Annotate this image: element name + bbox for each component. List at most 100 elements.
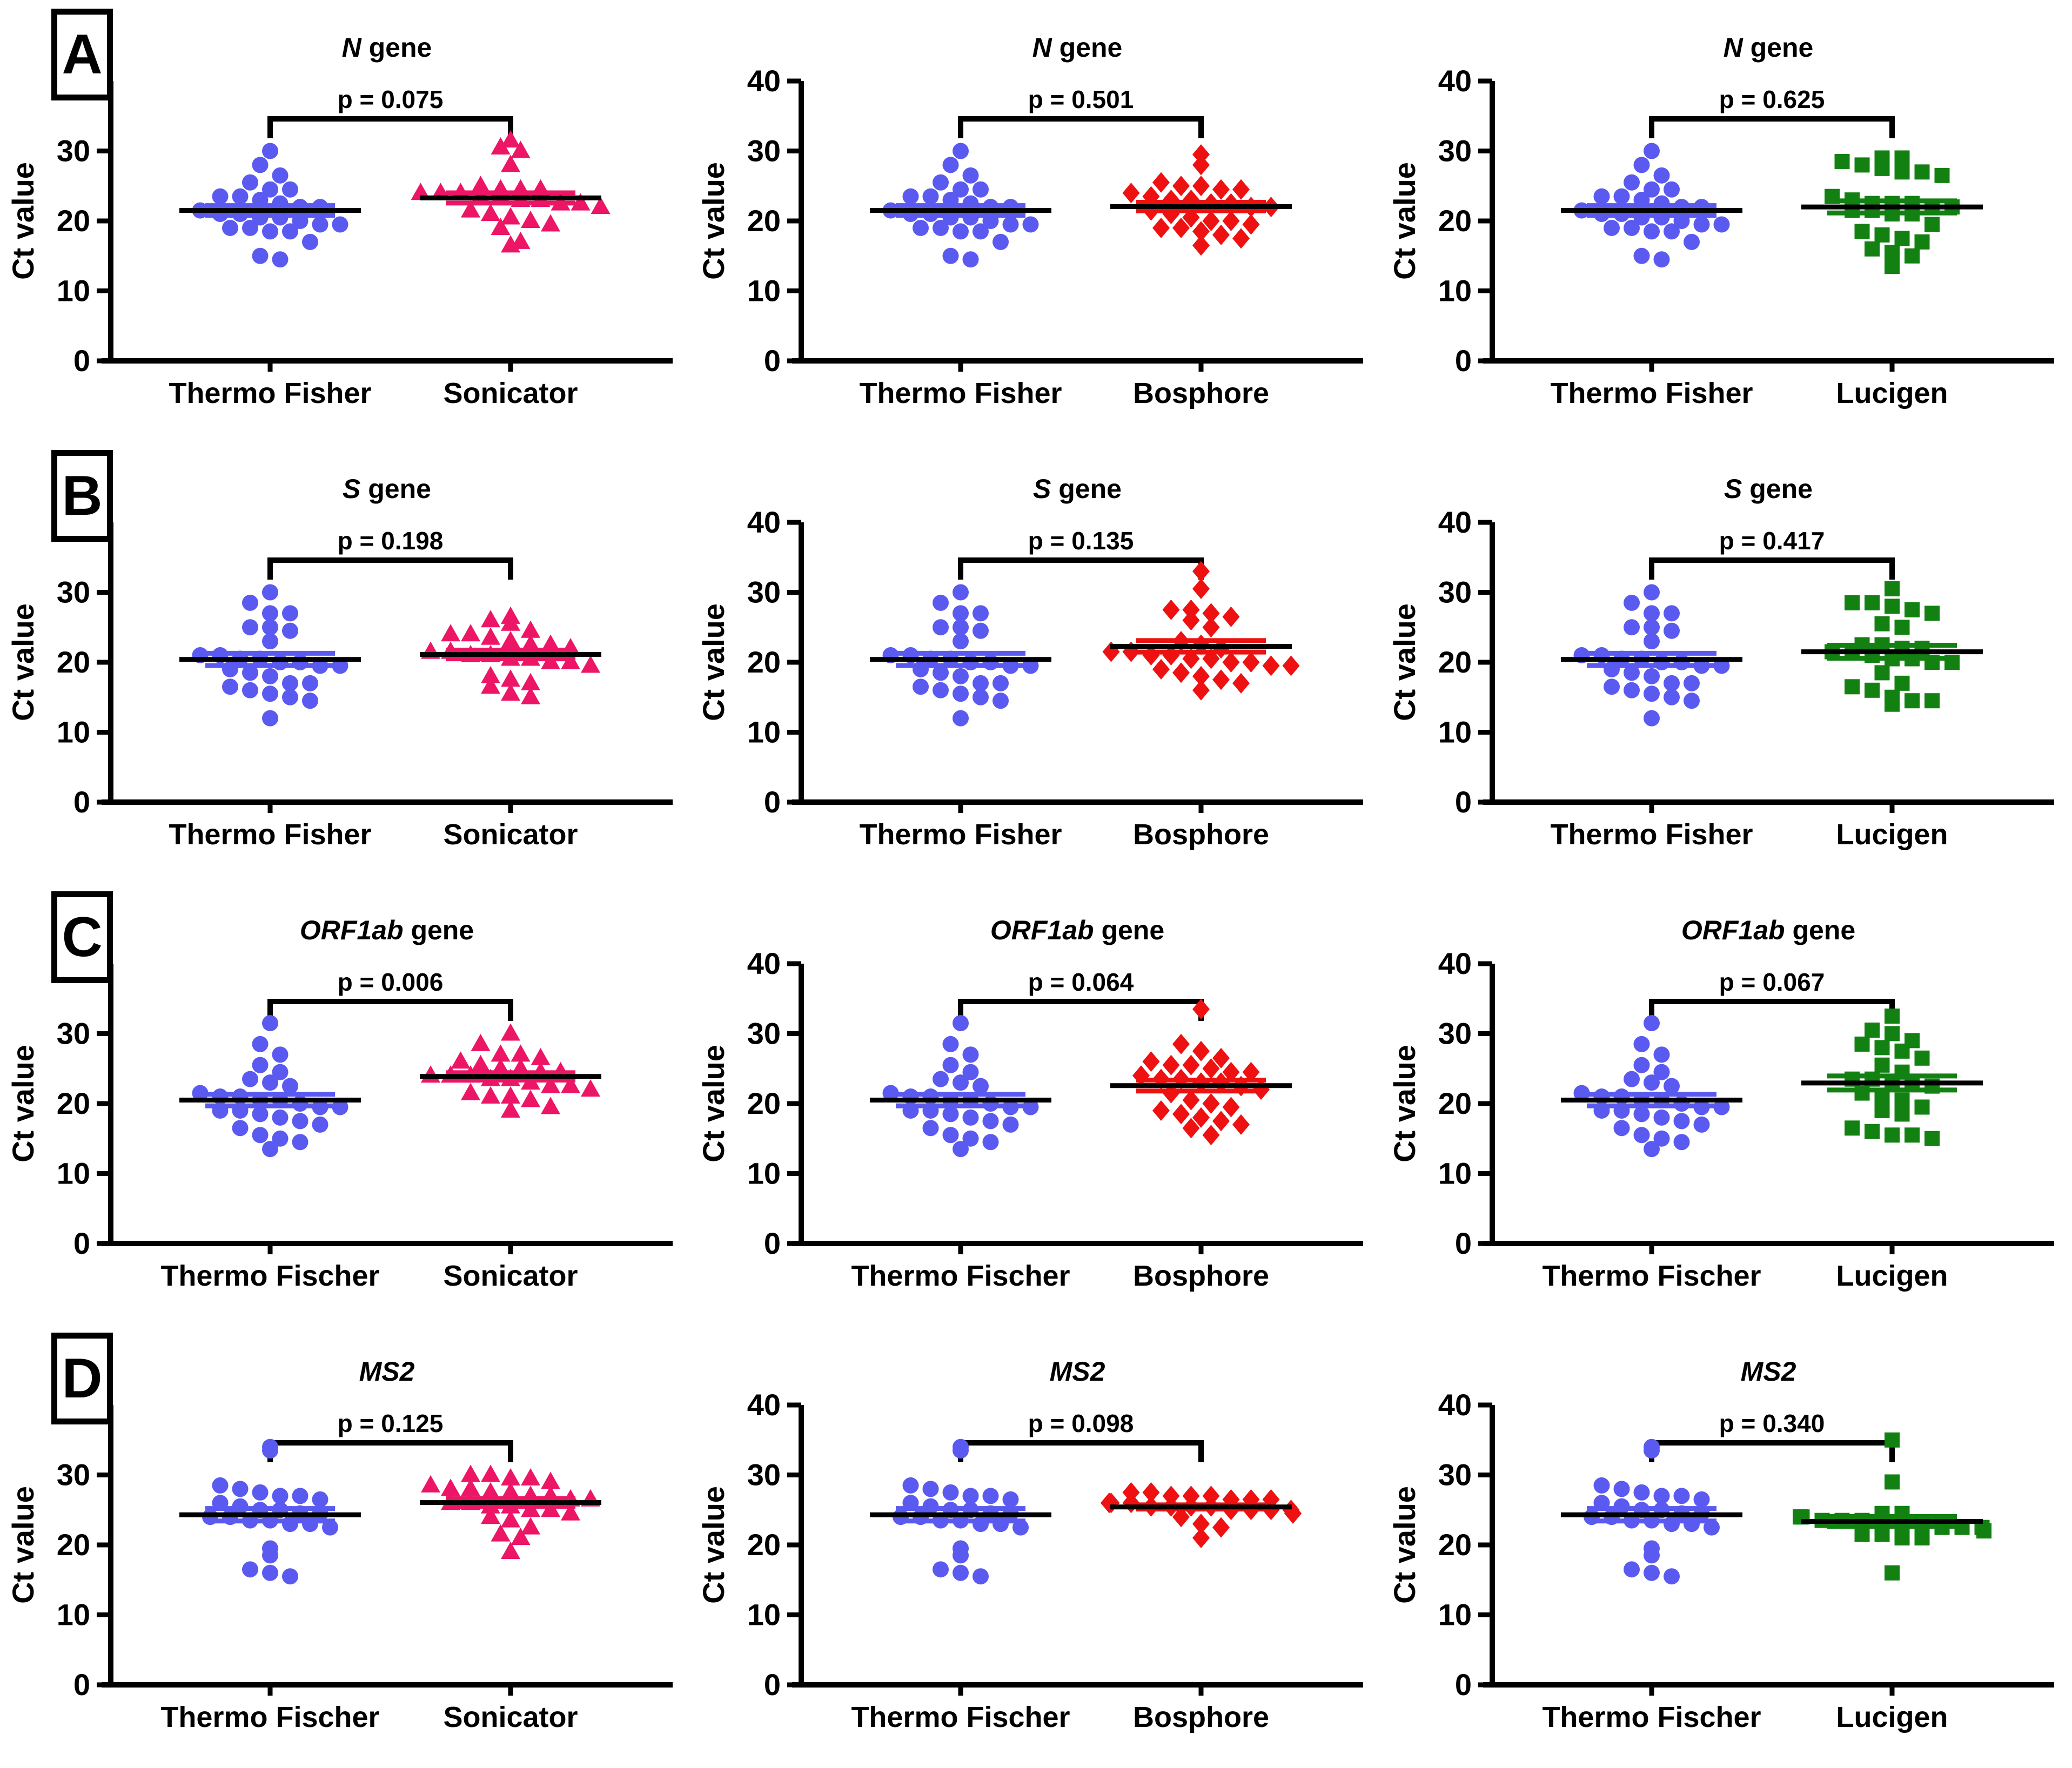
data-point-square xyxy=(1854,157,1870,173)
data-point-circle xyxy=(1633,1036,1650,1052)
y-tick-label: 30 xyxy=(57,1458,90,1492)
y-tick-label: 40 xyxy=(747,946,781,980)
data-point-circle xyxy=(292,1488,309,1504)
data-point-circle xyxy=(1663,181,1680,198)
data-point-triangle xyxy=(471,1054,491,1072)
data-point-diamond xyxy=(1192,1072,1210,1093)
data-point-circle xyxy=(1022,216,1039,233)
data-point-triangle xyxy=(521,211,540,228)
y-tick-label: 20 xyxy=(747,1528,781,1562)
data-point-triangle xyxy=(501,235,520,253)
data-point-diamond xyxy=(1162,599,1180,620)
y-tick-label: 10 xyxy=(57,715,90,749)
data-point-circle xyxy=(262,1547,278,1564)
data-point-circle xyxy=(232,1481,249,1497)
data-point-circle xyxy=(192,1085,209,1101)
data-point-circle xyxy=(1002,1116,1019,1133)
data-point-square xyxy=(1834,153,1850,169)
data-point-circle xyxy=(262,619,278,636)
data-point-circle xyxy=(953,1141,969,1158)
data-point-square xyxy=(1894,150,1910,166)
data-point-circle xyxy=(1663,622,1680,639)
data-point-square xyxy=(1894,1092,1910,1108)
data-point-circle xyxy=(1663,605,1680,622)
data-point-circle xyxy=(272,1046,289,1063)
y-axis-title: Ct value xyxy=(1387,162,1421,280)
y-tick-label: 20 xyxy=(1438,1086,1471,1120)
data-point-diamond xyxy=(1202,617,1220,638)
y-tick-label: 0 xyxy=(1455,1668,1472,1702)
scatter-plot-D3: MS2 p = 0.340 0 10 20 30 40 Ct value Thermo Fisc… xyxy=(1387,1356,2054,1733)
data-point-square xyxy=(1874,160,1890,176)
data-point-triangle xyxy=(521,1090,540,1107)
data-point-diamond xyxy=(1222,1061,1240,1083)
data-point-square xyxy=(1864,682,1880,698)
p-value-bracket xyxy=(267,1440,513,1462)
data-point-triangle xyxy=(461,200,480,218)
x-category-label: Bosphore xyxy=(1133,1701,1269,1733)
data-point-circle xyxy=(933,219,949,236)
data-point-circle xyxy=(922,188,939,205)
data-point-diamond xyxy=(1182,1090,1200,1111)
data-point-triangle xyxy=(501,1510,520,1528)
data-point-circle xyxy=(953,710,969,727)
y-tick-label: 10 xyxy=(747,715,781,749)
x-category-label: Thermo Fisher xyxy=(1550,377,1753,409)
data-point-diamond xyxy=(1152,217,1170,238)
scatter-plot-C2: ORF1ab gene p = 0.064 0 10 20 30 40 Ct value The… xyxy=(696,915,1364,1292)
y-tick-label: 20 xyxy=(57,1086,90,1120)
data-point-circle xyxy=(953,1547,969,1564)
data-point-circle xyxy=(953,668,969,684)
y-tick-label: 20 xyxy=(1438,204,1471,238)
data-point-triangle xyxy=(441,624,460,642)
data-point-circle xyxy=(1593,188,1610,205)
data-point-circle xyxy=(282,675,298,691)
data-point-circle xyxy=(1643,1074,1660,1091)
data-point-diamond xyxy=(1202,211,1220,231)
data-point-circle xyxy=(882,1085,899,1101)
data-point-triangle xyxy=(501,1482,520,1500)
data-point-circle xyxy=(242,174,258,191)
data-point-diamond xyxy=(1222,1097,1240,1118)
y-tick-label: 0 xyxy=(764,1668,781,1702)
data-point-circle xyxy=(933,1561,949,1578)
x-category-label: Sonicator xyxy=(443,1701,578,1733)
y-tick-label: 40 xyxy=(1438,505,1471,539)
data-point-circle xyxy=(242,219,258,236)
data-point-circle xyxy=(1643,1141,1660,1158)
data-point-circle xyxy=(1663,689,1680,705)
x-category-label: Thermo Fisher xyxy=(860,818,1062,851)
data-point-diamond xyxy=(1202,603,1220,624)
data-point-circle xyxy=(1693,1116,1710,1133)
p-value-bracket xyxy=(1648,557,1895,580)
data-point-circle xyxy=(1653,1064,1670,1080)
data-point-square xyxy=(1884,696,1900,712)
data-point-circle xyxy=(272,251,289,268)
y-tick-label: 0 xyxy=(764,785,781,819)
chart-title: S gene xyxy=(1033,474,1122,504)
data-point-circle xyxy=(282,605,298,622)
data-point-circle xyxy=(272,1064,289,1080)
data-point-circle xyxy=(933,664,949,681)
data-point-triangle xyxy=(481,627,500,645)
data-point-circle xyxy=(252,157,269,173)
data-point-circle xyxy=(993,233,1009,250)
data-point-diamond xyxy=(1232,673,1250,694)
data-point-circle xyxy=(953,619,969,636)
data-point-triangle xyxy=(491,1524,511,1542)
data-point-circle xyxy=(1623,1561,1640,1578)
data-point-triangle xyxy=(501,1100,520,1118)
data-point-circle xyxy=(212,188,229,205)
data-point-triangle xyxy=(501,1086,520,1104)
data-point-circle xyxy=(1653,1109,1670,1126)
data-point-circle xyxy=(282,622,298,639)
data-point-circle xyxy=(302,675,318,691)
data-point-square xyxy=(1894,1043,1910,1059)
data-point-diamond xyxy=(1182,599,1200,620)
data-point-diamond xyxy=(1222,606,1240,627)
data-point-diamond xyxy=(1192,176,1210,197)
